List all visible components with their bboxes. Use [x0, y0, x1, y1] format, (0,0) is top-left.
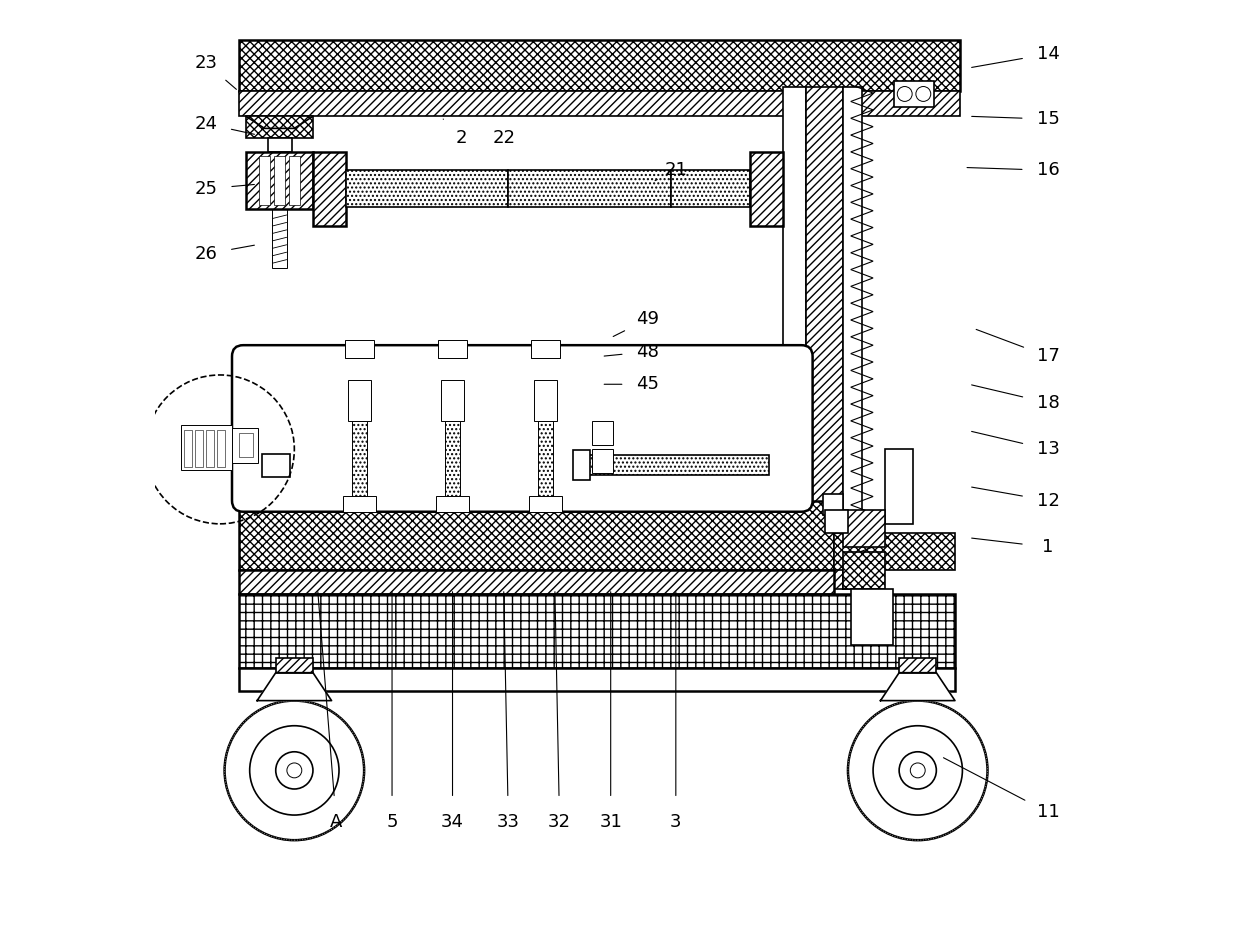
Bar — [438, 340, 467, 358]
Circle shape — [286, 763, 301, 778]
Bar — [238, 432, 253, 457]
Text: 31: 31 — [599, 812, 622, 830]
Text: 26: 26 — [195, 245, 217, 263]
Text: 14: 14 — [1037, 45, 1059, 63]
Bar — [238, 40, 960, 91]
Bar — [238, 570, 835, 593]
Bar — [232, 428, 258, 463]
Bar — [268, 138, 291, 152]
Text: 32: 32 — [548, 812, 572, 830]
Text: 45: 45 — [636, 375, 660, 393]
Text: 17: 17 — [1037, 347, 1059, 365]
Bar — [435, 496, 469, 512]
Bar — [591, 421, 613, 445]
Bar — [823, 494, 843, 515]
Bar — [885, 449, 913, 524]
Circle shape — [916, 86, 931, 101]
Text: A: A — [330, 812, 342, 830]
Circle shape — [249, 725, 339, 815]
Text: 18: 18 — [1037, 394, 1059, 412]
Bar — [345, 340, 374, 358]
Bar — [275, 658, 312, 673]
Polygon shape — [880, 673, 955, 701]
Circle shape — [873, 725, 962, 815]
Bar — [573, 450, 590, 480]
Bar — [843, 510, 885, 547]
Text: 34: 34 — [441, 812, 464, 830]
Text: 12: 12 — [1037, 491, 1059, 509]
Bar — [348, 380, 371, 421]
Text: 11: 11 — [1037, 803, 1059, 821]
Bar — [825, 510, 848, 534]
Bar — [528, 496, 562, 512]
Bar — [899, 658, 936, 673]
Text: 1: 1 — [1043, 538, 1054, 556]
Bar — [262, 454, 290, 477]
Circle shape — [224, 701, 365, 841]
Bar — [217, 430, 226, 467]
Bar — [181, 425, 232, 470]
Bar — [591, 449, 613, 473]
Bar — [534, 380, 557, 421]
Bar — [843, 86, 862, 589]
Bar — [238, 593, 955, 668]
Bar — [274, 156, 285, 205]
Bar — [289, 156, 300, 205]
Text: 33: 33 — [497, 812, 520, 830]
Bar — [583, 455, 769, 475]
Bar — [441, 380, 464, 421]
Bar — [508, 170, 671, 208]
Bar — [195, 430, 203, 467]
Text: 2: 2 — [456, 128, 467, 147]
Text: 16: 16 — [1037, 161, 1059, 180]
Bar — [671, 170, 750, 208]
Bar — [246, 116, 312, 138]
Bar — [312, 152, 346, 227]
Bar — [346, 170, 508, 208]
Bar — [352, 421, 367, 496]
Bar — [782, 86, 806, 589]
Bar — [750, 152, 782, 227]
Circle shape — [275, 752, 312, 789]
Text: 15: 15 — [1037, 110, 1059, 128]
Bar — [835, 534, 955, 570]
Bar — [342, 496, 376, 512]
FancyBboxPatch shape — [232, 345, 812, 512]
Text: 48: 48 — [636, 343, 660, 360]
Text: 13: 13 — [1037, 441, 1059, 459]
Bar — [184, 430, 192, 467]
Circle shape — [848, 701, 987, 841]
Text: 23: 23 — [195, 54, 217, 72]
Bar — [246, 152, 312, 210]
Bar — [238, 91, 960, 116]
Bar — [806, 86, 843, 589]
Bar — [538, 421, 553, 496]
Text: 3: 3 — [670, 812, 682, 830]
Text: 24: 24 — [195, 115, 217, 133]
Bar — [894, 80, 934, 107]
Text: 25: 25 — [195, 180, 217, 197]
Bar — [259, 156, 270, 205]
Bar — [445, 421, 460, 496]
Circle shape — [910, 763, 925, 778]
Text: 21: 21 — [665, 161, 687, 180]
Bar — [206, 430, 215, 467]
Bar — [843, 551, 885, 589]
Circle shape — [898, 86, 913, 101]
Text: 49: 49 — [636, 310, 660, 329]
Text: 22: 22 — [492, 128, 515, 147]
Bar — [238, 668, 955, 692]
Circle shape — [899, 752, 936, 789]
Polygon shape — [257, 673, 331, 701]
Bar — [531, 340, 560, 358]
Bar — [238, 501, 835, 570]
Text: 5: 5 — [387, 812, 398, 830]
Bar — [851, 589, 893, 645]
